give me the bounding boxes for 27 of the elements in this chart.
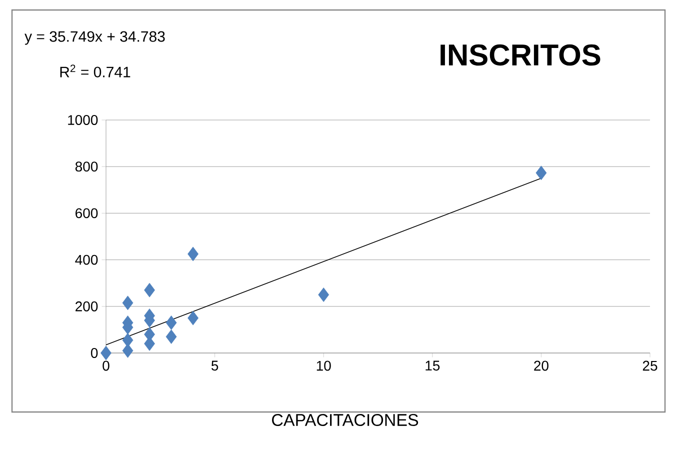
text: R$^{2}$ = 0.741 — [60, 64, 130, 78]
chart-title: INSCRITOS — [440, 44, 600, 66]
point — [166, 316, 177, 330]
x-tick-label: 5 — [211, 360, 218, 371]
x-tick-label: 15 — [426, 360, 440, 371]
point — [318, 288, 330, 302]
y-tick-label: 200 — [76, 301, 98, 312]
point — [122, 296, 134, 310]
x-tick-label: 25 — [642, 360, 658, 371]
point — [122, 343, 134, 358]
y-tick-label: 1000 — [68, 115, 98, 125]
point — [188, 246, 198, 262]
y-tick-label: 0 — [90, 348, 98, 358]
y-tick-label: 800 — [75, 162, 98, 172]
y-tick-label: 600 — [76, 208, 98, 218]
point — [122, 332, 134, 348]
point — [536, 166, 547, 180]
text: y = 35.749x + 34.783 — [24, 31, 165, 45]
x-tick-label: 10 — [316, 360, 331, 371]
point — [144, 282, 155, 298]
point — [100, 346, 112, 360]
point — [166, 329, 177, 344]
x-tick-label: 0 — [102, 360, 110, 371]
x-tick-label: 20 — [534, 360, 548, 371]
y-tick-label: 400 — [75, 254, 98, 265]
x-axis-title: CAPACITACIONES — [272, 414, 418, 426]
point — [188, 310, 198, 326]
